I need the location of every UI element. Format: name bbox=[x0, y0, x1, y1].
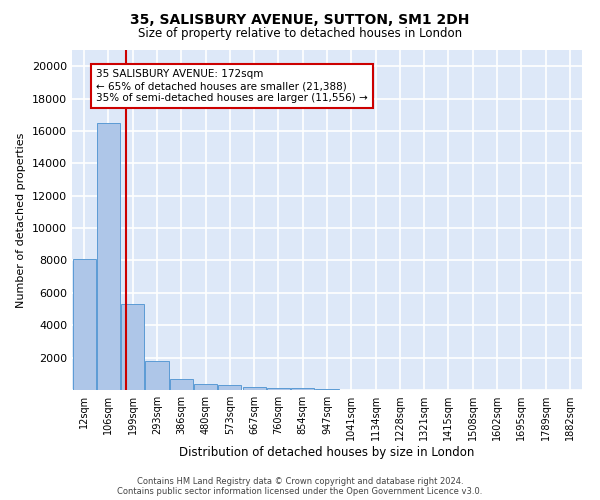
Y-axis label: Number of detached properties: Number of detached properties bbox=[16, 132, 26, 308]
Text: 35, SALISBURY AVENUE, SUTTON, SM1 2DH: 35, SALISBURY AVENUE, SUTTON, SM1 2DH bbox=[130, 12, 470, 26]
Text: Contains public sector information licensed under the Open Government Licence v3: Contains public sector information licen… bbox=[118, 487, 482, 496]
Bar bbox=[316, 389, 338, 390]
Bar bbox=[267, 388, 290, 390]
Text: 35 SALISBURY AVENUE: 172sqm
← 65% of detached houses are smaller (21,388)
35% of: 35 SALISBURY AVENUE: 172sqm ← 65% of det… bbox=[96, 70, 368, 102]
Bar bbox=[145, 361, 169, 390]
Bar bbox=[170, 380, 193, 390]
Text: Size of property relative to detached houses in London: Size of property relative to detached ho… bbox=[138, 28, 462, 40]
Bar bbox=[121, 304, 144, 390]
Bar bbox=[97, 123, 120, 390]
Bar bbox=[73, 259, 95, 390]
Bar bbox=[194, 384, 217, 390]
Bar bbox=[218, 386, 241, 390]
Bar bbox=[242, 387, 266, 390]
Bar bbox=[291, 388, 314, 390]
X-axis label: Distribution of detached houses by size in London: Distribution of detached houses by size … bbox=[179, 446, 475, 459]
Text: Contains HM Land Registry data © Crown copyright and database right 2024.: Contains HM Land Registry data © Crown c… bbox=[137, 477, 463, 486]
